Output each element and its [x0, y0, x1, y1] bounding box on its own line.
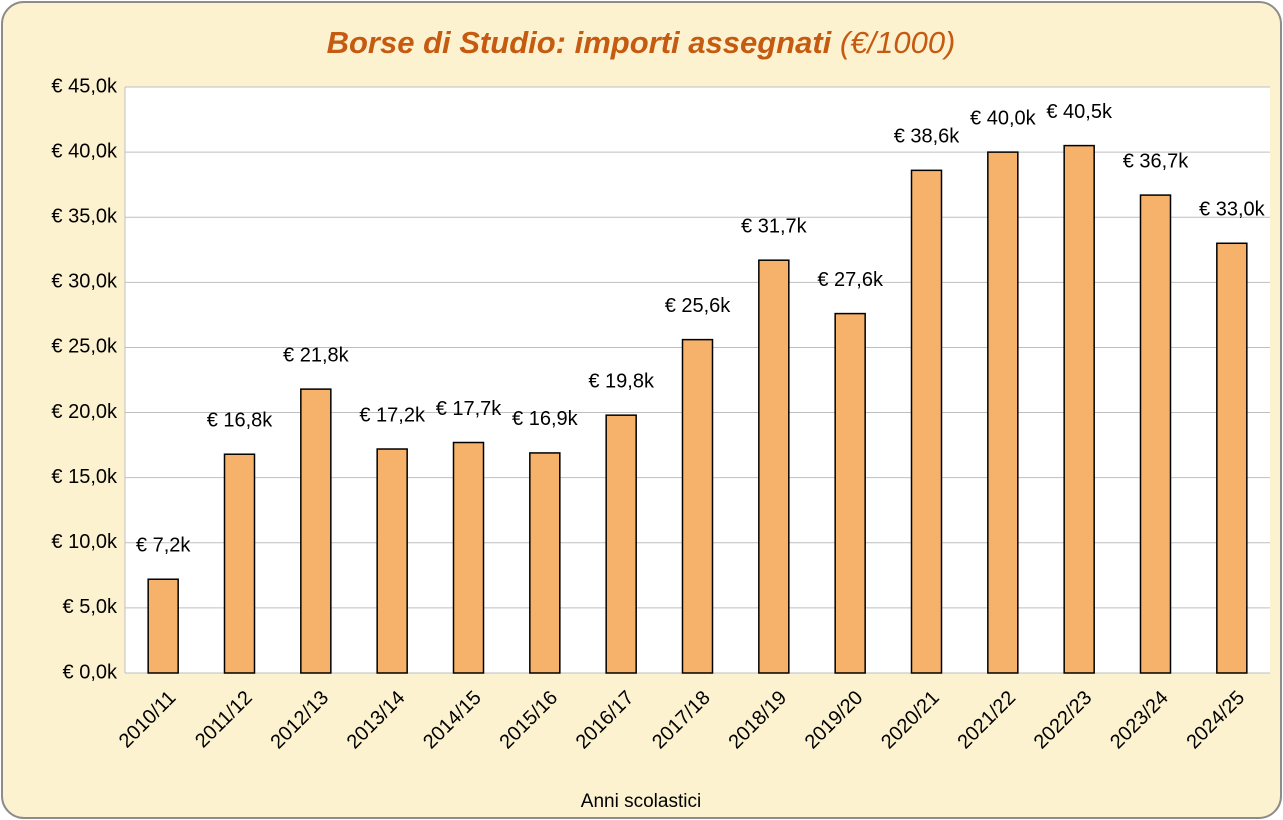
- y-tick-label: € 5,0k: [63, 596, 118, 618]
- bar: [1063, 144, 1095, 674]
- data-label: € 16,9k: [512, 408, 579, 430]
- bar: [987, 151, 1019, 674]
- bar: [758, 259, 790, 674]
- y-tick-label: € 40,0k: [51, 140, 118, 162]
- bar: [452, 441, 485, 674]
- title-main: Borse di Studio: importi assegnati: [327, 25, 833, 60]
- bar: [223, 453, 256, 674]
- y-tick-label: € 15,0k: [51, 466, 118, 488]
- y-tick-label: € 35,0k: [51, 206, 118, 228]
- y-tick-label: € 20,0k: [51, 401, 118, 423]
- data-label: € 25,6k: [665, 295, 732, 317]
- bar: [147, 578, 179, 674]
- data-label: € 16,8k: [207, 410, 274, 432]
- bar: [834, 312, 866, 674]
- data-label: € 33,0k: [1199, 199, 1266, 221]
- bar: [681, 338, 714, 674]
- data-label: € 17,2k: [359, 404, 426, 426]
- y-tick-label: € 0,0k: [63, 661, 118, 683]
- data-label: € 21,8k: [283, 344, 350, 366]
- x-axis-title: Anni scolastici: [581, 791, 701, 812]
- data-label: € 7,2k: [136, 535, 191, 557]
- y-tick-label: € 25,0k: [51, 336, 118, 358]
- y-tick-label: € 45,0k: [51, 75, 118, 97]
- bar: [529, 452, 561, 674]
- bar: [300, 388, 332, 674]
- data-label: € 19,8k: [588, 370, 655, 392]
- y-tick-label: € 10,0k: [51, 531, 118, 553]
- data-label: € 40,5k: [1046, 101, 1113, 123]
- data-label: € 27,6k: [817, 269, 884, 291]
- bar: [376, 448, 408, 674]
- data-label: € 36,7k: [1123, 150, 1190, 172]
- y-tick-label: € 30,0k: [51, 271, 118, 293]
- bar: [910, 169, 943, 674]
- bar: [605, 414, 637, 674]
- title-suffix: (€/1000): [840, 25, 955, 60]
- bar: [1139, 194, 1172, 674]
- chart-title: Borse di Studio: importi assegnati (€/10…: [327, 25, 956, 60]
- data-label: € 40,0k: [970, 107, 1037, 129]
- data-label: € 31,7k: [741, 215, 808, 237]
- bar: [1216, 242, 1248, 674]
- data-label: € 38,6k: [894, 126, 961, 148]
- data-label: € 17,7k: [436, 398, 503, 420]
